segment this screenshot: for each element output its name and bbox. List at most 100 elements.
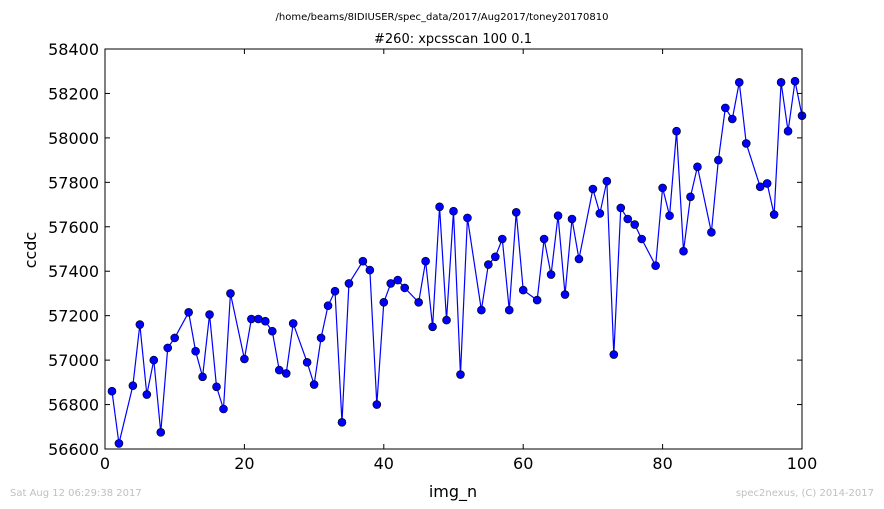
data-point: [769, 210, 779, 219]
data-point: [783, 126, 793, 136]
y-tick-label: 57000: [48, 351, 99, 370]
series-line-group: [111, 81, 802, 444]
data-point: [442, 315, 451, 325]
y-tick-label: 56600: [48, 440, 99, 459]
y-tick-label: 57400: [48, 262, 99, 281]
data-point: [142, 390, 152, 399]
y-tick-label: 56800: [48, 396, 99, 415]
data-point: [198, 372, 207, 382]
data-point: [386, 279, 396, 288]
data-point: [240, 354, 249, 364]
x-tick-label: 80: [652, 454, 672, 473]
x-tick-label: 40: [374, 454, 394, 473]
data-point: [449, 206, 458, 216]
data-point: [511, 208, 521, 217]
data-point: [504, 305, 514, 315]
y-tick-label: 58200: [48, 84, 99, 103]
data-point: [135, 320, 145, 329]
data-point: [281, 369, 291, 378]
data-point: [288, 319, 298, 328]
data-point: [539, 234, 549, 244]
data-point: [212, 382, 221, 392]
data-point: [226, 289, 235, 298]
data-point: [546, 270, 556, 279]
data-point: [762, 179, 772, 188]
x-axis: 0 20 40 60 80 100: [100, 49, 817, 473]
data-point: [679, 246, 688, 256]
data-point: [518, 285, 528, 295]
data-point: [170, 333, 179, 343]
data-point: [379, 298, 389, 307]
x-tick-label: 60: [513, 454, 533, 473]
data-point: [463, 213, 472, 223]
data-point: [205, 310, 214, 319]
data-point: [393, 275, 403, 285]
data-point: [114, 439, 124, 448]
data-point: [658, 183, 667, 193]
data-point: [727, 114, 737, 124]
data-point: [309, 380, 319, 389]
data-point: [337, 418, 347, 427]
data-point: [156, 428, 166, 437]
data-point: [344, 279, 354, 288]
chart-path-title: /home/beams/8IDIUSER/spec_data/2017/Aug2…: [276, 12, 609, 23]
data-point: [707, 228, 716, 237]
data-point: [428, 322, 437, 332]
data-point: [219, 404, 228, 414]
y-tick-label: 57600: [48, 218, 99, 237]
y-axis: 56600 56800 57000 57200 57400 57600 57800 58000…: [48, 40, 802, 459]
data-point: [721, 103, 730, 113]
data-point: [623, 214, 633, 224]
data-point: [776, 78, 786, 87]
data-point: [574, 254, 584, 264]
chart-title: #260: xpcsscan 100 0.1: [374, 32, 532, 47]
data-point: [588, 184, 598, 194]
data-point: [630, 220, 640, 229]
plot-border: [104, 48, 803, 450]
data-point: [741, 139, 751, 148]
data-point: [421, 256, 430, 266]
data-point: [414, 298, 423, 307]
x-tick-label: 100: [787, 454, 818, 473]
data-point: [491, 252, 500, 262]
series-markers: [107, 76, 807, 448]
data-point: [372, 400, 382, 409]
data-point: [302, 358, 312, 367]
data-point: [602, 176, 612, 186]
data-point: [358, 256, 368, 266]
plot-background: [105, 49, 802, 449]
data-point: [734, 78, 744, 87]
plot-area: [105, 49, 802, 449]
data-point: [261, 316, 270, 326]
data-point: [149, 355, 159, 365]
data-point: [686, 192, 695, 202]
data-point: [637, 234, 646, 244]
data-point: [651, 261, 660, 270]
data-point: [435, 202, 444, 212]
y-tick-label: 57800: [48, 173, 99, 192]
y-tick-label: 57200: [48, 307, 99, 326]
data-point: [274, 365, 284, 375]
data-point: [609, 350, 619, 359]
data-point: [560, 290, 570, 299]
data-point: [532, 295, 542, 305]
data-point: [755, 182, 765, 192]
data-point: [316, 333, 326, 343]
data-point: [693, 162, 702, 172]
data-point: [616, 203, 626, 213]
series-line: [111, 81, 802, 444]
data-point: [497, 234, 507, 244]
data-point: [553, 211, 563, 220]
data-point: [267, 326, 277, 336]
data-point: [107, 386, 117, 396]
data-point: [128, 381, 138, 390]
data-point: [330, 286, 340, 296]
data-point: [365, 265, 375, 275]
y-tick-label: 58400: [48, 40, 99, 59]
data-point: [400, 283, 410, 293]
y-tick-label: 58000: [48, 129, 99, 148]
data-point: [595, 209, 605, 218]
data-point: [672, 126, 681, 136]
data-point: [191, 346, 200, 356]
